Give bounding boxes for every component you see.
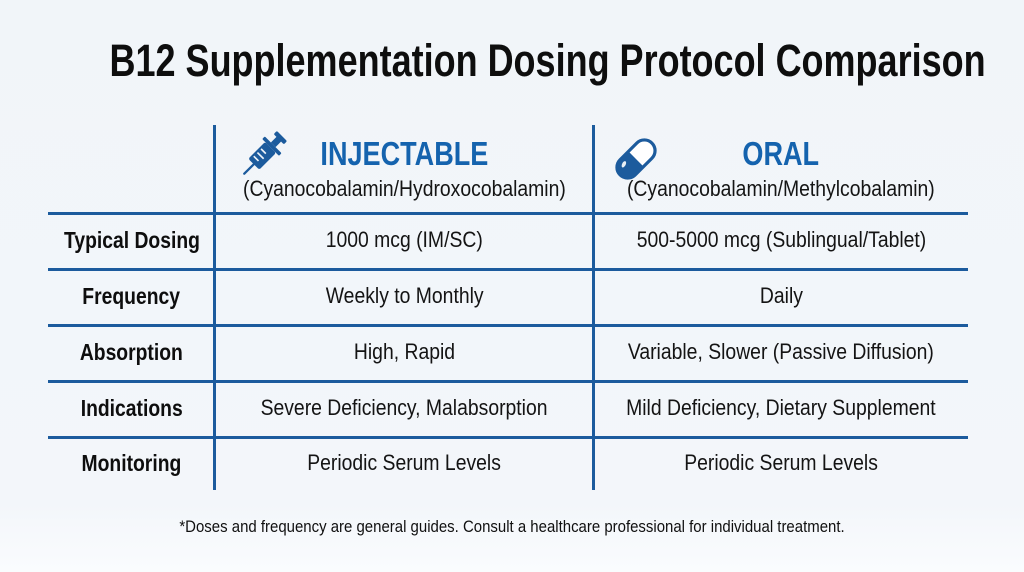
row-divider [48, 212, 968, 215]
cell-monitoring-injectable: Periodic Serum Levels [307, 450, 502, 475]
column-subtitle-oral: (Cyanocobalamin/Methylcobalamin) [627, 175, 935, 201]
footnote-text: *Doses and frequency are general guides.… [179, 517, 845, 536]
column-title-injectable: INJECTABLE [320, 135, 489, 172]
cell-absorption-oral: Variable, Slower (Passive Diffusion) [628, 339, 934, 364]
cell-frequency-injectable: Weekly to Monthly [325, 283, 484, 308]
pill-icon [615, 138, 657, 180]
cell-indications-injectable: Severe Deficiency, Malabsorption [261, 395, 548, 420]
column-header-injectable: INJECTABLE (Cyanocobalamin/Hydroxocobala… [215, 123, 594, 212]
row-header-indications: Indications [80, 394, 183, 421]
row-header-typical-dosing: Typical Dosing [63, 226, 200, 253]
cell-monitoring-oral: Periodic Serum Levels [684, 450, 878, 475]
row-divider [48, 268, 968, 271]
cell-indications-oral: Mild Deficiency, Dietary Supplement [626, 395, 936, 420]
cell-frequency-oral: Daily [759, 283, 803, 308]
column-header-oral: ORAL (Cyanocobalamin/Methylcobalamin) [594, 123, 968, 212]
column-divider-right [592, 125, 595, 490]
row-header-monitoring: Monitoring [81, 449, 182, 476]
cell-typical-dosing-oral: 500-5000 mcg (Sublingual/Tablet) [636, 227, 926, 252]
page-title: B12 Supplementation Dosing Protocol Comp… [0, 38, 1024, 83]
cell-absorption-injectable: High, Rapid [353, 339, 456, 364]
cell-typical-dosing-injectable: 1000 mcg (IM/SC) [325, 227, 484, 252]
row-header-frequency: Frequency [82, 282, 181, 309]
row-header-absorption: Absorption [79, 338, 184, 365]
page-title-text: B12 Supplementation Dosing Protocol Comp… [109, 35, 986, 86]
footnote: *Doses and frequency are general guides.… [0, 517, 1024, 537]
column-subtitle-injectable: (Cyanocobalamin/Hydroxocobalamin) [243, 175, 566, 201]
row-divider [48, 324, 968, 327]
row-divider [48, 436, 968, 439]
comparison-table: INJECTABLE (Cyanocobalamin/Hydroxocobala… [48, 123, 968, 490]
column-title-oral: ORAL [742, 135, 820, 172]
syringe-icon [243, 131, 287, 175]
row-divider [48, 380, 968, 383]
column-divider-left [213, 125, 216, 490]
table-corner-cell [48, 123, 215, 212]
